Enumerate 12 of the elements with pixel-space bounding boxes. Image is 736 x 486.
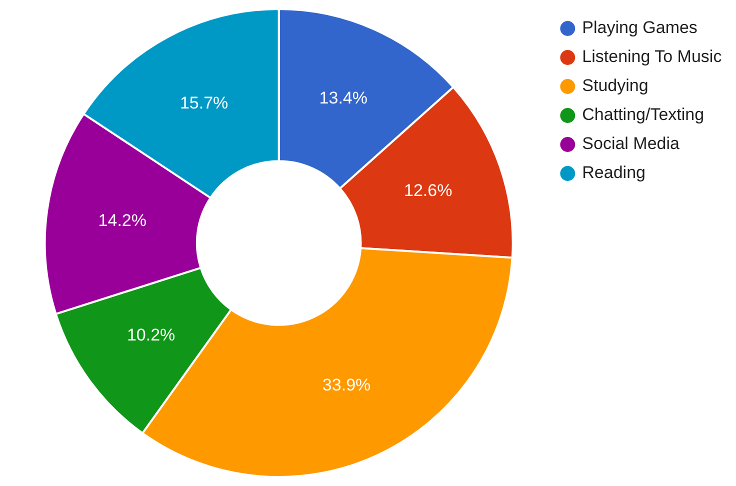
legend-label: Listening To Music	[582, 47, 722, 66]
data-label: 13.4%	[319, 88, 368, 108]
data-label: 10.2%	[126, 326, 176, 345]
legend-label: Playing Games	[582, 18, 698, 38]
data-label: 12.6%	[404, 181, 452, 200]
legend-label: Studying	[582, 76, 648, 96]
legend-label: Chatting/Texting	[582, 105, 704, 124]
legend-label: Reading	[582, 163, 646, 182]
legend-label: Social Media	[582, 134, 680, 154]
data-label: 15.7%	[180, 94, 228, 113]
data-label: 14.2%	[98, 210, 146, 230]
data-label: 33.9%	[322, 375, 371, 394]
